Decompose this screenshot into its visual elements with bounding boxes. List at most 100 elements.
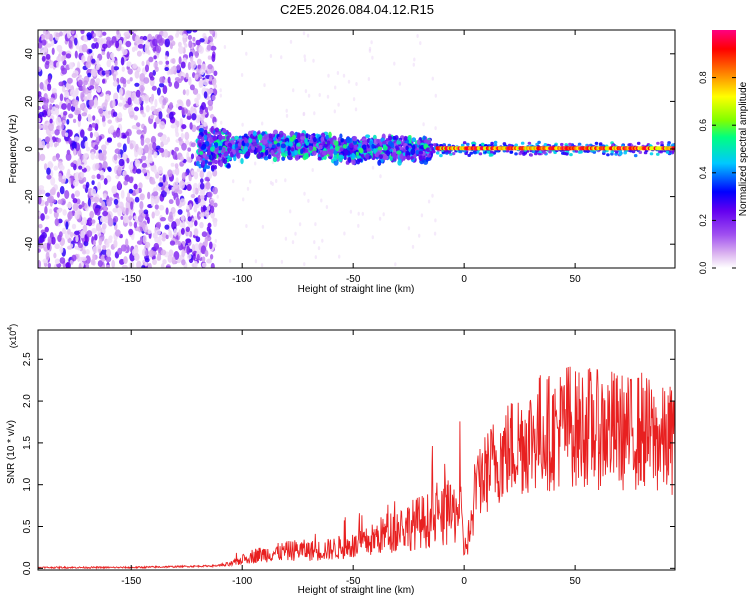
heatmap-cell bbox=[120, 215, 124, 220]
heatmap-cell bbox=[61, 122, 65, 130]
heatmap-cell bbox=[38, 66, 42, 72]
heatmap-cell bbox=[179, 156, 185, 162]
heatmap-cell bbox=[202, 36, 209, 45]
heatmap-cell bbox=[386, 150, 391, 157]
heatmap-cell bbox=[169, 240, 176, 246]
heatmap-cell bbox=[69, 89, 76, 97]
heatmap-cell bbox=[80, 104, 84, 111]
heatmap-cell bbox=[537, 140, 541, 144]
heatmap-cell bbox=[623, 151, 627, 155]
heatmap-cell bbox=[173, 251, 180, 260]
heatmap-cell bbox=[153, 55, 157, 60]
heatmap-cell bbox=[415, 149, 420, 155]
heatmap-cell bbox=[263, 155, 269, 161]
heatmap-cell bbox=[422, 135, 426, 141]
heatmap-cell bbox=[44, 200, 49, 207]
heatmap-cell bbox=[419, 144, 425, 150]
heatmap-cell bbox=[656, 141, 660, 145]
heatmap-cell bbox=[391, 151, 397, 158]
heatmap-cell bbox=[73, 99, 79, 106]
heatmap-cell bbox=[65, 221, 69, 230]
heatmap-cell bbox=[186, 115, 192, 120]
heatmap-cell bbox=[162, 259, 167, 265]
heatmap-cell bbox=[48, 208, 53, 215]
heatmap-cell bbox=[46, 83, 52, 92]
heatmap-cell bbox=[250, 133, 254, 139]
heatmap-cell bbox=[162, 98, 167, 106]
heatmap-cell bbox=[167, 169, 173, 178]
heatmap-cell bbox=[323, 143, 328, 148]
heatmap-cell bbox=[97, 244, 102, 249]
heatmap-cell bbox=[610, 152, 614, 156]
colorbar-tick-label: 0.2 bbox=[698, 214, 708, 227]
heatmap-cell bbox=[192, 36, 196, 42]
heatmap-cell bbox=[493, 140, 498, 144]
heatmap-cell bbox=[490, 141, 494, 145]
heatmap-cell bbox=[327, 73, 330, 78]
snr-ytick-label: 2.0 bbox=[22, 394, 33, 408]
snr-xlabel: Height of straight line (km) bbox=[298, 585, 415, 596]
heatmap-cell bbox=[68, 129, 73, 137]
heatmap-cell bbox=[93, 37, 98, 42]
heatmap-cell bbox=[240, 73, 244, 77]
heatmap-cell bbox=[118, 102, 123, 107]
heatmap-cell bbox=[196, 211, 202, 220]
heatmap-cell bbox=[514, 152, 518, 156]
heatmap-cell bbox=[113, 92, 119, 101]
heatmap-cell bbox=[72, 179, 79, 187]
heatmap-cell bbox=[187, 147, 192, 152]
heatmap-cell bbox=[352, 97, 356, 102]
heatmap-cell bbox=[431, 193, 434, 198]
heatmap-cell bbox=[120, 189, 125, 199]
heatmap-cell bbox=[294, 149, 298, 156]
heatmap-cell bbox=[307, 198, 310, 203]
heatmap-cell bbox=[330, 148, 334, 154]
heatmap-cell bbox=[377, 159, 382, 166]
heatmap-cell bbox=[271, 182, 274, 186]
heatmap-cell bbox=[126, 136, 130, 145]
heatmap-cell bbox=[140, 87, 144, 96]
heatmap-cell bbox=[298, 222, 302, 227]
spectrogram-xtick-label: -50 bbox=[346, 274, 361, 285]
heatmap-cell bbox=[199, 109, 204, 115]
heatmap-cell bbox=[178, 56, 182, 65]
heatmap-cell bbox=[190, 60, 197, 70]
heatmap-cell bbox=[71, 193, 75, 200]
heatmap-cell bbox=[161, 237, 166, 242]
heatmap-cell bbox=[411, 137, 416, 143]
heatmap-cell bbox=[117, 247, 123, 255]
heatmap-cell bbox=[142, 35, 148, 41]
colorbar-label: Normalized spectral amplitude bbox=[738, 81, 749, 216]
heatmap-cell bbox=[214, 127, 220, 133]
heatmap-cell bbox=[87, 127, 93, 132]
heatmap-cell bbox=[238, 159, 241, 163]
heatmap-cell bbox=[348, 143, 354, 149]
heatmap-cell bbox=[212, 186, 218, 195]
heatmap-cell bbox=[300, 148, 304, 155]
heatmap-cell bbox=[195, 114, 201, 124]
heatmap-cell bbox=[382, 140, 387, 145]
spectrogram-ytick-label: 20 bbox=[24, 95, 35, 107]
heatmap-cell bbox=[191, 243, 196, 252]
heatmap-cell bbox=[87, 217, 93, 227]
heatmap-cell bbox=[111, 259, 116, 268]
heatmap-cell bbox=[434, 218, 437, 223]
heatmap-cell bbox=[413, 57, 416, 62]
heatmap-cell bbox=[157, 132, 164, 138]
heatmap-cell bbox=[49, 139, 54, 148]
heatmap-cell bbox=[165, 234, 169, 240]
heatmap-cell bbox=[480, 142, 485, 146]
heatmap-cell bbox=[151, 211, 155, 219]
heatmap-cell bbox=[139, 236, 143, 243]
heatmap-cell bbox=[214, 131, 220, 135]
heatmap-cell bbox=[222, 129, 227, 133]
heatmap-cell bbox=[158, 182, 164, 188]
heatmap-cell bbox=[425, 147, 431, 153]
heatmap-cell bbox=[114, 60, 118, 67]
heatmap-cell bbox=[47, 160, 54, 170]
heatmap-cell bbox=[156, 34, 163, 44]
heatmap-cell bbox=[423, 139, 429, 144]
heatmap-cell bbox=[192, 30, 198, 33]
heatmap-cell bbox=[143, 144, 149, 154]
heatmap-cell bbox=[302, 111, 306, 116]
